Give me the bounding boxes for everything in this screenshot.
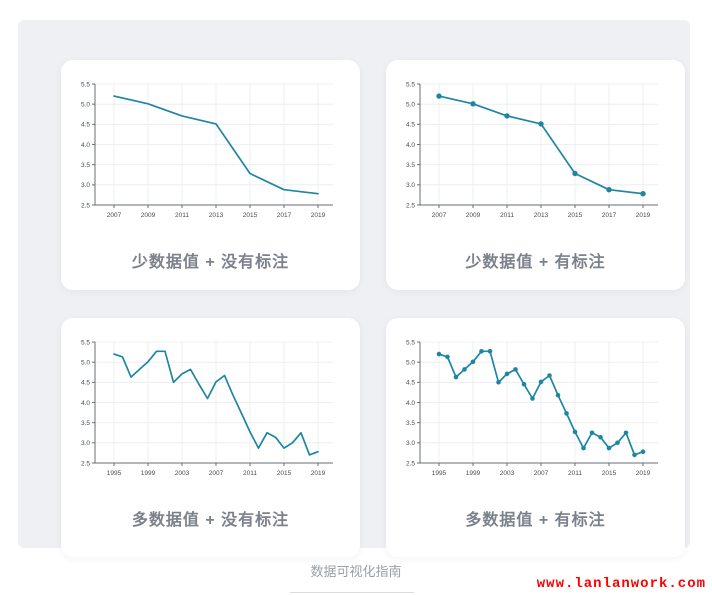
svg-text:2007: 2007 xyxy=(432,212,447,219)
svg-text:2003: 2003 xyxy=(500,470,515,477)
chart-card-few-no-labels: 2.5 3.0 3.5 4.0 4.5 5.0 5.5 2007 2009 2011 2013 201… xyxy=(61,60,360,290)
chart-card-many-no-labels: 2.5 3.0 3.5 4.0 4.5 5.0 5.5 1995 1999 2003 2007 201… xyxy=(61,318,360,557)
chart-caption-few-no-labels: 少数据值 + 没有标注 xyxy=(131,254,290,271)
svg-text:5.5: 5.5 xyxy=(81,339,90,346)
svg-text:3.5: 3.5 xyxy=(81,420,90,427)
svg-text:2019: 2019 xyxy=(311,212,326,219)
svg-text:2.5: 2.5 xyxy=(81,202,90,209)
svg-text:3.0: 3.0 xyxy=(81,440,90,447)
svg-text:2017: 2017 xyxy=(602,212,617,219)
svg-text:2013: 2013 xyxy=(209,212,224,219)
svg-text:2017: 2017 xyxy=(277,212,292,219)
svg-text:4.5: 4.5 xyxy=(406,380,415,387)
svg-text:2011: 2011 xyxy=(243,470,257,477)
svg-text:4.0: 4.0 xyxy=(81,142,90,149)
svg-text:2011: 2011 xyxy=(175,212,189,219)
svg-text:5.0: 5.0 xyxy=(81,101,90,108)
svg-text:1995: 1995 xyxy=(432,470,447,477)
svg-text:2015: 2015 xyxy=(277,470,292,477)
svg-text:5.0: 5.0 xyxy=(406,101,415,108)
svg-text:5.5: 5.5 xyxy=(81,81,90,88)
svg-text:2019: 2019 xyxy=(311,470,326,477)
chart-caption-many-no-labels: 多数据值 + 没有标注 xyxy=(131,512,290,529)
chart-caption-many-labeled: 多数据值 + 有标注 xyxy=(465,512,606,529)
svg-text:2015: 2015 xyxy=(602,470,617,477)
footer-divider xyxy=(290,592,414,593)
svg-text:4.0: 4.0 xyxy=(406,142,415,149)
svg-text:5.0: 5.0 xyxy=(406,359,415,366)
line-chart-many-no-labels: 2.5 3.0 3.5 4.0 4.5 5.0 5.5 1995 1999 2003 2007 201… xyxy=(81,339,333,477)
svg-text:4.0: 4.0 xyxy=(406,400,415,407)
charts-panel: 2.5 3.0 3.5 4.0 4.5 5.0 5.5 2007 2009 2011 2013 201… xyxy=(18,20,690,557)
svg-text:2015: 2015 xyxy=(568,212,583,219)
svg-text:1999: 1999 xyxy=(141,470,156,477)
svg-text:3.0: 3.0 xyxy=(406,182,415,189)
svg-text:5.0: 5.0 xyxy=(81,359,90,366)
line-chart-many-labeled: 2.5 3.0 3.5 4.0 4.5 5.0 5.5 1995 1999 2003 2007 201… xyxy=(406,339,658,477)
svg-text:1995: 1995 xyxy=(107,470,122,477)
svg-text:2011: 2011 xyxy=(568,470,582,477)
svg-text:3.5: 3.5 xyxy=(406,162,415,169)
chart-card-few-labeled: 2.5 3.0 3.5 4.0 4.5 5.0 5.5 2007 2009 2011 2013 201… xyxy=(386,60,685,290)
svg-text:2009: 2009 xyxy=(141,212,156,219)
svg-text:3.5: 3.5 xyxy=(406,420,415,427)
svg-text:2007: 2007 xyxy=(107,212,122,219)
svg-text:2019: 2019 xyxy=(636,470,651,477)
svg-text:5.5: 5.5 xyxy=(406,339,415,346)
svg-text:2007: 2007 xyxy=(209,470,224,477)
svg-text:4.5: 4.5 xyxy=(81,122,90,129)
svg-text:5.5: 5.5 xyxy=(406,81,415,88)
svg-text:2007: 2007 xyxy=(534,470,549,477)
svg-text:2011: 2011 xyxy=(500,212,514,219)
svg-text:2.5: 2.5 xyxy=(81,460,90,467)
chart-card-many-labeled: 2.5 3.0 3.5 4.0 4.5 5.0 5.5 1995 1999 2003 2007 201… xyxy=(386,318,685,557)
svg-text:2.5: 2.5 xyxy=(406,460,415,467)
line-chart-few-no-labels: 2.5 3.0 3.5 4.0 4.5 5.0 5.5 2007 2009 2011 2013 201… xyxy=(81,81,333,219)
svg-text:2013: 2013 xyxy=(534,212,549,219)
footer-caption: 数据可视化指南 xyxy=(310,564,402,579)
chart-caption-few-labeled: 少数据值 + 有标注 xyxy=(465,254,606,271)
svg-text:2009: 2009 xyxy=(466,212,481,219)
svg-text:3.5: 3.5 xyxy=(81,162,90,169)
watermark-text: www.lanlanwork.com xyxy=(536,576,706,592)
svg-text:2003: 2003 xyxy=(175,470,190,477)
line-chart-few-labeled: 2.5 3.0 3.5 4.0 4.5 5.0 5.5 2007 2009 2011 2013 201… xyxy=(406,81,658,219)
svg-text:2015: 2015 xyxy=(243,212,258,219)
svg-text:4.5: 4.5 xyxy=(81,380,90,387)
svg-text:2019: 2019 xyxy=(636,212,651,219)
svg-text:2.5: 2.5 xyxy=(406,202,415,209)
svg-text:3.0: 3.0 xyxy=(406,440,415,447)
svg-text:1999: 1999 xyxy=(466,470,481,477)
svg-text:4.5: 4.5 xyxy=(406,122,415,129)
svg-text:3.0: 3.0 xyxy=(81,182,90,189)
svg-text:4.0: 4.0 xyxy=(81,400,90,407)
